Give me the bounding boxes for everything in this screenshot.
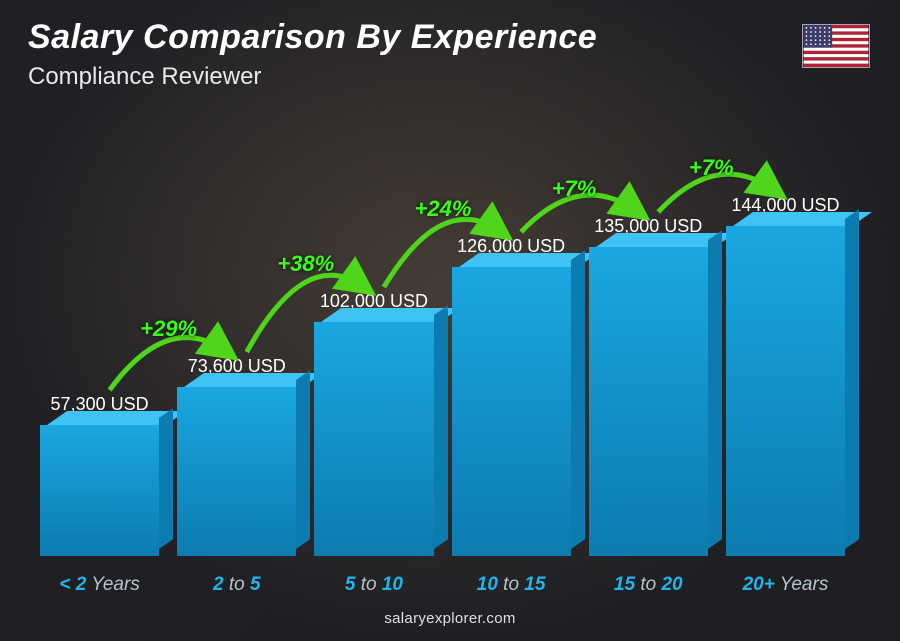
growth-pct-label: +38% bbox=[277, 251, 334, 277]
x-axis-labels: < 2 Years 2 to 5 5 to 10 10 to 15 15 to 20 20… bbox=[40, 574, 845, 596]
bar-shape bbox=[726, 226, 845, 556]
us-flag-icon bbox=[802, 24, 870, 68]
x-label: < 2 Years bbox=[40, 574, 159, 596]
x-label: 20+ Years bbox=[726, 574, 845, 596]
bar-4: 135,000 USD bbox=[589, 120, 708, 556]
bar-shape bbox=[40, 425, 159, 556]
chart-title: Salary Comparison By Experience bbox=[28, 18, 872, 57]
bar-2: 102,000 USD bbox=[314, 120, 433, 556]
x-label: 10 to 15 bbox=[452, 574, 571, 596]
footer-credit: salaryexplorer.com bbox=[0, 610, 900, 627]
growth-pct-label: +24% bbox=[415, 196, 472, 222]
header: Salary Comparison By Experience Complian… bbox=[28, 18, 872, 91]
x-label: 15 to 20 bbox=[589, 574, 708, 596]
growth-pct-label: +29% bbox=[140, 316, 197, 342]
bar-shape bbox=[177, 387, 296, 556]
growth-pct-label: +7% bbox=[689, 155, 734, 181]
bar-5: 144,000 USD bbox=[726, 120, 845, 556]
bar-shape bbox=[589, 247, 708, 556]
growth-pct-label: +7% bbox=[552, 176, 597, 202]
x-label: 5 to 10 bbox=[314, 574, 433, 596]
x-label: 2 to 5 bbox=[177, 574, 296, 596]
bar-shape bbox=[452, 267, 571, 556]
chart-subtitle: Compliance Reviewer bbox=[28, 63, 872, 91]
bar-shape bbox=[314, 322, 433, 556]
